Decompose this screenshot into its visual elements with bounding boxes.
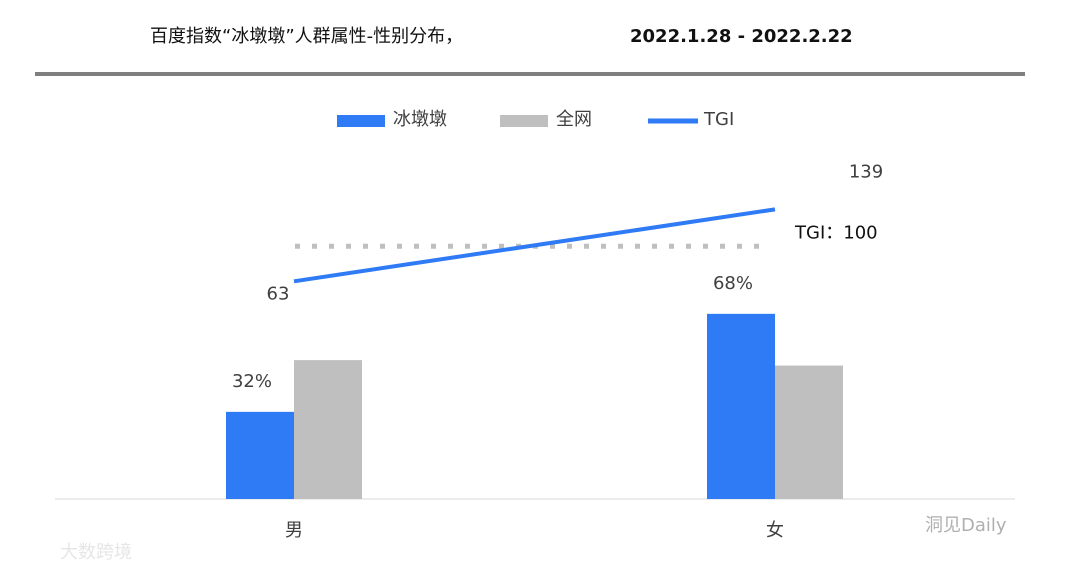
legend-label: TGI xyxy=(703,109,734,130)
watermark: 洞见Daily xyxy=(925,515,1007,536)
legend-label: 冰墩墩 xyxy=(393,109,447,130)
bar xyxy=(775,365,843,499)
legend-swatch xyxy=(500,115,548,127)
bar xyxy=(707,313,775,499)
data-label: 63 xyxy=(267,283,290,304)
date-range: 2022.1.28 - 2022.2.22 xyxy=(630,26,853,47)
data-label: 32% xyxy=(232,371,272,392)
bar xyxy=(226,411,294,499)
bar xyxy=(294,360,362,499)
reference-label: TGI：100 xyxy=(794,222,878,243)
line xyxy=(293,207,776,284)
x-tick-label: 女 xyxy=(766,520,784,541)
data-label: 68% xyxy=(713,273,753,294)
watermark: 大数跨境 xyxy=(60,542,132,563)
chart-title: 百度指数“冰墩墩”人群属性-性别分布， xyxy=(150,26,463,47)
data-label: 139 xyxy=(849,161,883,182)
legend-swatch xyxy=(337,115,385,127)
x-tick-label: 男 xyxy=(285,520,303,541)
legend-label: 全网 xyxy=(556,109,592,130)
